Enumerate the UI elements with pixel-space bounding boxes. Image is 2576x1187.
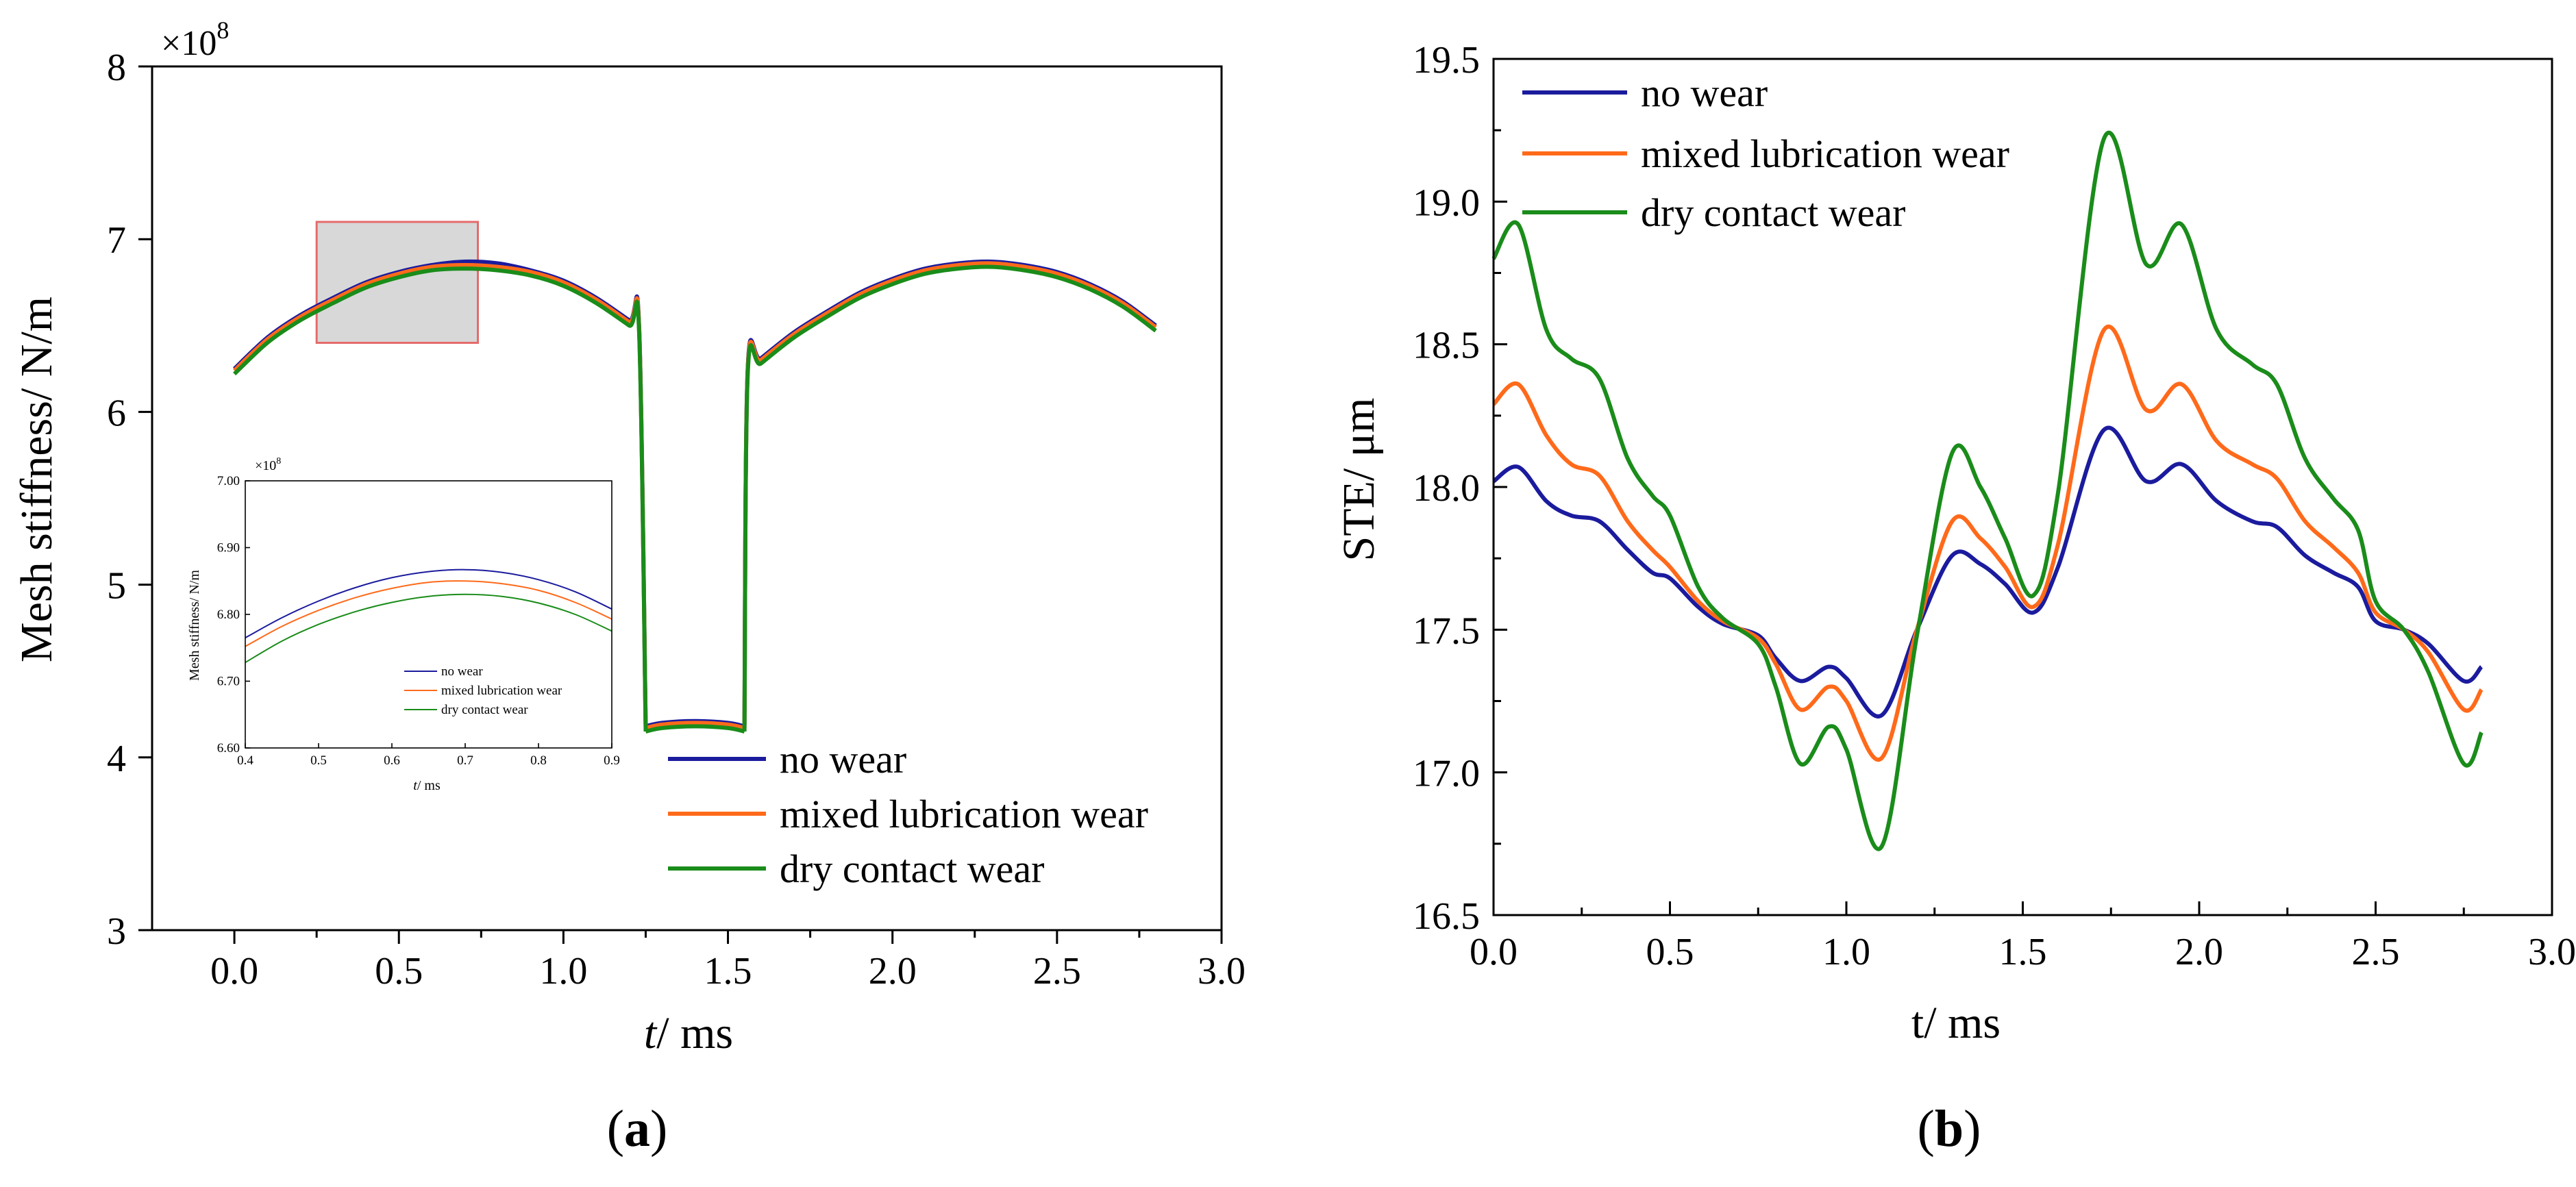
y-tick-label: 8 bbox=[107, 47, 126, 89]
y-tick-label-b: 17.0 bbox=[1413, 753, 1480, 795]
y-tick-label: 4 bbox=[107, 738, 126, 780]
legend-label-no-wear: no wear bbox=[780, 737, 906, 782]
legend: no wear mixed lubrication wear dry conta… bbox=[668, 737, 1148, 891]
y-tick-label-b: 18.0 bbox=[1413, 467, 1480, 510]
inset-series-line-mixed bbox=[245, 580, 612, 647]
y-tick-label: 6 bbox=[107, 392, 126, 434]
y-exponent-label: ×108 bbox=[161, 16, 229, 63]
series-line-dry-seg2 bbox=[742, 264, 1157, 732]
inset-y-exponent-label: ×108 bbox=[255, 456, 281, 473]
zoom-region-box bbox=[315, 221, 480, 345]
axes-frame bbox=[151, 65, 1223, 932]
legend-label-dry-contact-wear: dry contact wear bbox=[780, 847, 1044, 891]
x-axis-title: t/ ms bbox=[644, 1008, 733, 1058]
inset-legend: no wear mixed lubrication wear dry conta… bbox=[404, 664, 562, 717]
series-line-b-no-wear bbox=[1492, 425, 2484, 719]
inset-axes-frame bbox=[245, 480, 612, 749]
inset-legend-label-mixed-lubrication-wear: mixed lubrication wear bbox=[441, 684, 562, 698]
inset-y-tick-label: 6.80 bbox=[217, 608, 240, 622]
inset-y-tick-label: 6.70 bbox=[217, 675, 240, 689]
inset-legend-label-dry-contact-wear: dry contact wear bbox=[441, 703, 528, 717]
inset-x-tick-label: 0.5 bbox=[310, 753, 327, 768]
inset-y-tick-label: 7.00 bbox=[217, 474, 240, 488]
x-tick-label-b: 2.0 bbox=[2175, 931, 2223, 973]
axes-frame-b bbox=[1492, 58, 2553, 916]
inset-zoom-chart: 0.4 0.5 0.6 0.7 0.8 0.9 6.606.706.806.907.00 … bbox=[187, 456, 620, 793]
inset-y-axis-title: Mesh stiffness/ N/m bbox=[187, 570, 202, 681]
chart-panel-a: 0.0 0.5 1.0 1.5 2.0 2.5 3.0 3 4 5 6 7 8 ×108 Mesh s… bbox=[12, 16, 1246, 1158]
inset-x-axis-title: t/ ms bbox=[413, 778, 441, 793]
x-tick-label-b: 1.5 bbox=[1999, 931, 2047, 973]
x-tick-label: 1.0 bbox=[539, 950, 587, 992]
y-tick-label: 5 bbox=[107, 565, 126, 608]
panel-label-b: (b) bbox=[1918, 1100, 1981, 1158]
y-axis-title-b: STE/ μm bbox=[1334, 398, 1384, 562]
inset-y-tick-label: 6.90 bbox=[217, 541, 240, 555]
series-line-dry-seg1 bbox=[645, 724, 745, 734]
y-tick-label-b: 18.5 bbox=[1413, 325, 1480, 367]
inset-series-line-dry bbox=[245, 593, 612, 664]
series-line-mixed-seg1 bbox=[645, 721, 745, 730]
x-tick-label-b: 0.0 bbox=[1470, 931, 1518, 973]
legend-b: no wear mixed lubrication wear dry conta… bbox=[1522, 71, 2009, 235]
y-tick-label-b: 19.0 bbox=[1413, 182, 1480, 224]
y-tick-label-b: 17.5 bbox=[1413, 610, 1480, 652]
inset-x-tick-label: 0.8 bbox=[530, 753, 547, 768]
series-line-b-mixed bbox=[1491, 325, 2484, 762]
x-tick-label: 2.0 bbox=[869, 950, 917, 992]
inset-series-line-no-wear bbox=[245, 568, 612, 638]
inset-x-tick-label: 0.6 bbox=[384, 753, 400, 768]
x-tick-label-b: 1.0 bbox=[1822, 931, 1870, 973]
inset-x-tick-label: 0.4 bbox=[237, 753, 253, 768]
x-tick-label: 0.0 bbox=[210, 950, 258, 992]
x-tick-label-b: 0.5 bbox=[1646, 931, 1694, 973]
x-tick-label: 3.0 bbox=[1198, 950, 1246, 992]
inset-legend-label-no-wear: no wear bbox=[441, 664, 483, 679]
y-tick-label: 3 bbox=[107, 910, 126, 953]
panel-label-a: (a) bbox=[607, 1100, 668, 1158]
x-tick-label: 1.5 bbox=[704, 950, 752, 992]
series-line-mixed-seg2 bbox=[742, 261, 1157, 728]
y-axis-title: Mesh stiffness/ N/m bbox=[12, 297, 62, 662]
series-line-b-dry bbox=[1491, 130, 2484, 851]
series-line-dry-seg0 bbox=[233, 266, 648, 732]
inset-x-tick-label: 0.9 bbox=[604, 753, 620, 768]
x-tick-label: 2.5 bbox=[1033, 950, 1081, 992]
legend-b-label-dry-contact-wear: dry contact wear bbox=[1641, 190, 1905, 235]
x-axis-title-b: t/ ms bbox=[1911, 998, 2001, 1048]
y-tick-label-b: 19.5 bbox=[1413, 39, 1480, 82]
legend-b-label-mixed-lubrication-wear: mixed lubrication wear bbox=[1641, 132, 2009, 176]
legend-b-label-no-wear: no wear bbox=[1641, 71, 1768, 115]
chart-panel-b: 0.0 0.5 1.0 1.5 2.0 2.5 3.0 16.5 17.0 17.5 18.0 18… bbox=[1334, 39, 2576, 1158]
inset-y-tick-label: 6.60 bbox=[217, 741, 240, 755]
legend-label-mixed-lubrication-wear: mixed lubrication wear bbox=[780, 792, 1148, 836]
y-tick-label-b: 16.5 bbox=[1413, 895, 1480, 938]
inset-x-tick-label: 0.7 bbox=[457, 753, 473, 768]
y-tick-label: 7 bbox=[107, 219, 126, 262]
x-tick-label-b: 3.0 bbox=[2528, 931, 2576, 973]
x-tick-label-b: 2.5 bbox=[2352, 931, 2400, 973]
x-tick-label: 0.5 bbox=[375, 950, 423, 992]
